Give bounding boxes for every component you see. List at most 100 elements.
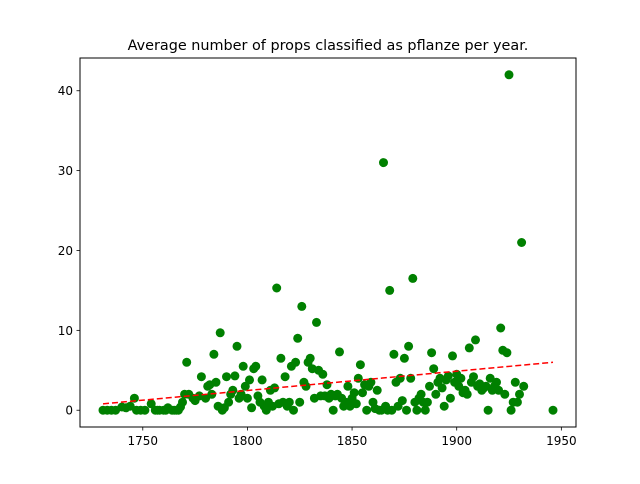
data-point bbox=[420, 405, 430, 415]
data-point bbox=[257, 375, 267, 385]
data-point bbox=[471, 335, 480, 345]
data-point bbox=[389, 349, 399, 359]
data-point bbox=[140, 405, 150, 415]
data-point bbox=[178, 397, 187, 407]
data-point bbox=[245, 375, 254, 385]
data-point bbox=[297, 301, 307, 311]
data-point bbox=[196, 372, 206, 382]
data-point bbox=[305, 353, 315, 363]
plot-frame bbox=[79, 57, 577, 428]
data-point bbox=[379, 158, 388, 168]
data-point bbox=[238, 361, 248, 371]
data-point bbox=[395, 373, 405, 383]
x-tick-label: 1950 bbox=[546, 434, 577, 448]
data-point bbox=[295, 397, 305, 407]
data-point bbox=[232, 341, 242, 351]
data-point bbox=[469, 372, 478, 382]
data-point bbox=[408, 273, 418, 283]
data-point bbox=[146, 399, 156, 409]
data-point bbox=[517, 238, 527, 247]
data-point bbox=[399, 353, 409, 363]
data-point bbox=[222, 372, 231, 382]
data-point bbox=[416, 389, 426, 399]
data-point bbox=[272, 283, 282, 293]
data-point bbox=[251, 361, 261, 371]
data-point bbox=[291, 357, 301, 367]
x-tick-label: 1900 bbox=[441, 434, 472, 448]
data-point bbox=[301, 381, 311, 391]
data-point bbox=[318, 369, 328, 379]
data-point bbox=[343, 381, 353, 391]
data-point bbox=[492, 377, 501, 387]
data-point bbox=[456, 373, 466, 383]
data-point bbox=[335, 347, 344, 357]
data-point bbox=[500, 389, 510, 399]
data-point bbox=[353, 373, 363, 383]
y-tick-label: 30 bbox=[58, 164, 73, 178]
y-tick-label: 0 bbox=[65, 404, 73, 418]
data-point bbox=[462, 389, 472, 399]
data-point bbox=[328, 405, 338, 415]
data-point bbox=[412, 405, 422, 415]
data-point bbox=[464, 343, 474, 353]
data-point bbox=[349, 388, 359, 398]
data-point bbox=[429, 364, 439, 374]
trend-line bbox=[102, 361, 554, 405]
y-tick-label: 10 bbox=[58, 324, 73, 338]
data-point bbox=[422, 397, 432, 407]
data-point bbox=[362, 405, 372, 415]
data-point bbox=[209, 349, 219, 359]
x-tick-label: 1850 bbox=[337, 434, 368, 448]
data-point bbox=[385, 285, 395, 295]
y-tick-label: 20 bbox=[58, 244, 73, 258]
data-points bbox=[98, 70, 558, 415]
data-point bbox=[496, 323, 506, 333]
data-point bbox=[322, 380, 332, 390]
x-tick-label: 1750 bbox=[128, 434, 159, 448]
data-point bbox=[372, 385, 382, 395]
data-point bbox=[247, 403, 257, 413]
y-axis: 0 10 20 30 40 bbox=[58, 84, 80, 418]
data-point bbox=[502, 348, 512, 358]
data-point bbox=[230, 371, 240, 381]
data-point bbox=[548, 405, 558, 415]
data-point bbox=[439, 401, 449, 411]
y-tick-label: 40 bbox=[58, 84, 73, 98]
chart-title: Average number of props classified as pf… bbox=[128, 38, 529, 54]
data-point bbox=[404, 341, 414, 351]
data-point bbox=[510, 377, 520, 387]
x-tick-label: 1800 bbox=[232, 434, 263, 448]
data-point bbox=[519, 381, 529, 391]
data-point bbox=[504, 70, 514, 80]
data-point bbox=[445, 393, 455, 403]
data-point bbox=[483, 405, 493, 415]
data-point bbox=[240, 381, 250, 391]
data-point bbox=[448, 351, 457, 361]
data-point bbox=[437, 383, 447, 393]
data-point bbox=[443, 371, 453, 381]
data-point bbox=[211, 377, 221, 387]
x-axis: 1750 1800 1850 1900 1950 bbox=[128, 427, 577, 448]
data-point bbox=[506, 405, 516, 415]
data-point bbox=[228, 385, 238, 395]
data-point bbox=[284, 397, 294, 407]
data-point bbox=[280, 372, 290, 382]
data-point bbox=[512, 397, 522, 407]
data-point bbox=[351, 399, 361, 409]
data-point bbox=[515, 389, 524, 399]
data-point bbox=[402, 405, 411, 415]
trend-line-group bbox=[102, 361, 554, 405]
data-point bbox=[397, 396, 407, 406]
data-point bbox=[425, 381, 434, 391]
data-point bbox=[358, 388, 367, 398]
data-point bbox=[224, 397, 234, 407]
data-point bbox=[276, 353, 286, 363]
data-point bbox=[355, 360, 365, 370]
data-point bbox=[427, 348, 437, 358]
data-point bbox=[242, 393, 252, 403]
data-point bbox=[182, 357, 192, 367]
data-point bbox=[293, 333, 303, 343]
